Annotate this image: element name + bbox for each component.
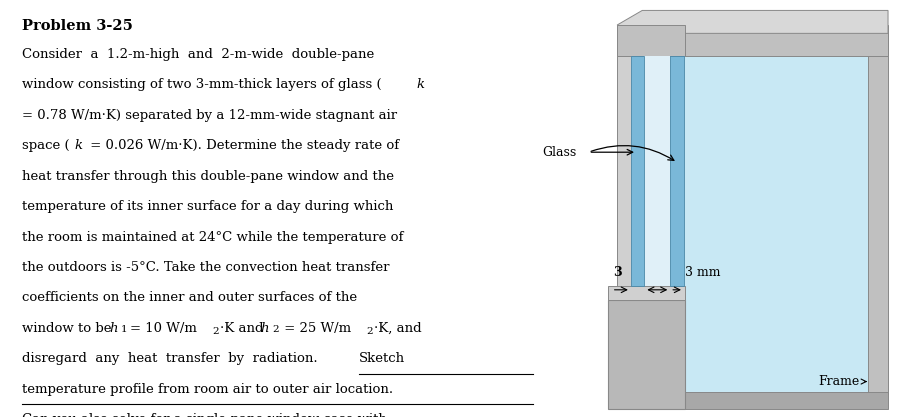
Text: ·K and: ·K and <box>220 322 267 335</box>
Text: k: k <box>74 139 82 152</box>
Text: heat transfer through this double-pane window and the: heat transfer through this double-pane w… <box>22 170 395 183</box>
Text: Can you also solve for a single-pane window case with: Can you also solve for a single-pane win… <box>22 413 388 417</box>
Text: 2: 2 <box>212 327 219 336</box>
Text: space (: space ( <box>22 139 70 152</box>
Text: = 0.78 W/m·K) separated by a 12-mm-wide stagnant air: = 0.78 W/m·K) separated by a 12-mm-wide … <box>22 109 397 122</box>
Text: Glass: Glass <box>542 146 576 159</box>
Bar <box>642 392 888 409</box>
Text: 1: 1 <box>121 325 128 334</box>
Text: Problem 3-25: Problem 3-25 <box>22 19 133 33</box>
Text: h: h <box>260 322 269 335</box>
Text: Sketch: Sketch <box>359 352 405 365</box>
Text: 12: 12 <box>644 266 662 279</box>
Text: Consider  a  1.2-m-high  and  2-m-wide  double-pane: Consider a 1.2-m-high and 2-m-wide doubl… <box>22 48 374 61</box>
Bar <box>644 56 670 286</box>
Text: = 10 W/m: = 10 W/m <box>130 322 197 335</box>
Text: coefficients on the inner and outer surfaces of the: coefficients on the inner and outer surf… <box>22 291 357 304</box>
Bar <box>608 300 685 409</box>
Text: = 25 W/m: = 25 W/m <box>280 322 352 335</box>
Polygon shape <box>617 10 888 33</box>
Text: temperature profile from room air to outer air location.: temperature profile from room air to out… <box>22 383 394 396</box>
Bar <box>642 33 875 394</box>
Text: 3: 3 <box>613 266 622 279</box>
Bar <box>868 33 888 394</box>
Text: = 0.026 W/m·K). Determine the steady rate of: = 0.026 W/m·K). Determine the steady rat… <box>86 139 399 152</box>
Text: k: k <box>416 78 424 91</box>
Text: 2: 2 <box>273 325 279 334</box>
Text: window consisting of two 3-mm-thick layers of glass (: window consisting of two 3-mm-thick laye… <box>22 78 382 91</box>
Text: ·K, and: ·K, and <box>374 322 422 335</box>
Bar <box>670 56 684 286</box>
Text: 2: 2 <box>366 327 372 336</box>
Text: window to be: window to be <box>22 322 116 335</box>
Text: h: h <box>109 322 118 335</box>
Bar <box>631 56 644 286</box>
Bar <box>617 25 888 56</box>
Text: Frame: Frame <box>818 375 867 388</box>
Bar <box>617 48 644 409</box>
Bar <box>617 25 685 56</box>
Text: 3 mm: 3 mm <box>684 266 720 279</box>
Text: temperature of its inner surface for a day during which: temperature of its inner surface for a d… <box>22 200 394 213</box>
Text: disregard  any  heat  transfer  by  radiation.: disregard any heat transfer by radiation… <box>22 352 327 365</box>
Text: the room is maintained at 24°C while the temperature of: the room is maintained at 24°C while the… <box>22 231 404 244</box>
Text: the outdoors is -5°C. Take the convection heat transfer: the outdoors is -5°C. Take the convectio… <box>22 261 389 274</box>
Bar <box>608 286 685 300</box>
